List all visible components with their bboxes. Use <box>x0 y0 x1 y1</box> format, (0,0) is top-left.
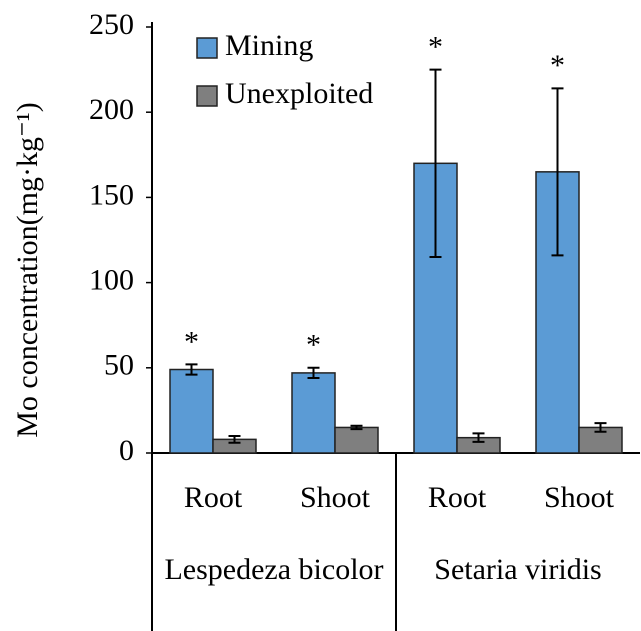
group-label: Lespedeza bicolor <box>164 553 384 586</box>
y-tick-label: 0 <box>119 434 134 467</box>
y-tick-label: 150 <box>89 178 134 211</box>
error-bar <box>228 434 241 444</box>
error-bar <box>429 68 442 259</box>
legend-label: Unexploited <box>225 77 373 110</box>
significance-mark: * <box>184 325 199 358</box>
legend-swatch <box>196 85 218 107</box>
y-tick-label: 100 <box>89 263 134 296</box>
significance-mark: * <box>306 329 321 362</box>
bar <box>334 426 379 454</box>
significance-mark: * <box>550 49 565 82</box>
significance-mark: * <box>428 30 443 63</box>
error-bar <box>307 366 320 380</box>
error-bar <box>551 87 564 257</box>
bar <box>169 368 214 454</box>
legend-label: Mining <box>225 29 313 62</box>
y-tick-label: 200 <box>89 93 134 126</box>
x-tick-label: Root <box>184 481 243 514</box>
legend-swatch <box>196 37 218 59</box>
x-tick-label: Shoot <box>544 481 615 514</box>
y-tick-label: 250 <box>89 8 134 41</box>
bar <box>291 372 336 454</box>
error-bar <box>472 432 485 443</box>
group-label: Setaria viridis <box>434 553 602 586</box>
error-bar <box>594 422 607 433</box>
x-tick-label: Root <box>428 481 487 514</box>
error-bar <box>185 363 198 376</box>
y-axis-title: Mo concentration(mg·kg⁻¹) <box>11 102 44 438</box>
error-bar <box>350 424 363 431</box>
x-tick-label: Shoot <box>300 481 371 514</box>
y-tick-label: 50 <box>104 349 134 382</box>
